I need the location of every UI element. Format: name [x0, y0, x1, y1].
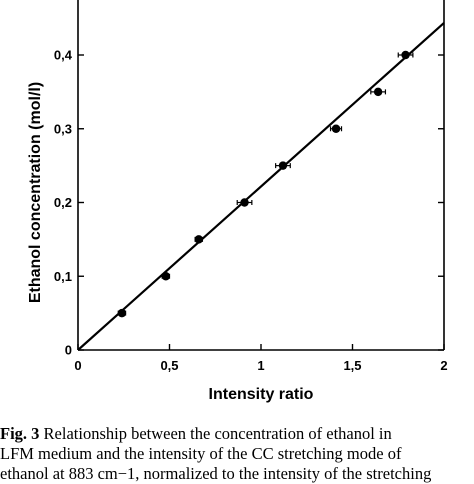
data-point [373, 87, 383, 97]
caption-line-1: Fig. 3 Relationship between the concentr… [0, 424, 474, 444]
x-tick-label: 2 [440, 358, 447, 373]
data-point [161, 272, 171, 281]
y-tick-label: 0,1 [54, 269, 72, 284]
caption-line-2: LFM medium and the intensity of the CC s… [0, 444, 402, 463]
ticks: 0 0,5 1 1,5 2 0 0,1 0,2 0,3 0,4 [54, 48, 448, 374]
chart: 0 0,5 1 1,5 2 0 0,1 0,2 0,3 0,4 Intensity ratio E… [27, 0, 448, 403]
x-tick-label: 0,5 [160, 358, 178, 373]
y-axis-title: Ethanol concentration (mol/l) [27, 82, 44, 303]
y-tick-label: 0,3 [54, 121, 72, 136]
y-tick-label: 0,4 [54, 48, 73, 63]
axes [77, 0, 445, 351]
x-tick-label: 1 [257, 358, 264, 373]
caption-text-1: Relationship between the concentration o… [39, 424, 392, 443]
caption-label: Fig. 3 [0, 424, 40, 443]
data-point [240, 198, 249, 207]
y-tick-label: 0 [65, 343, 72, 358]
fit-line-group [77, 22, 445, 351]
y-tick-label: 0,2 [54, 195, 72, 210]
data-points [117, 50, 414, 318]
x-tick-label: 1,5 [343, 358, 361, 373]
data-point [401, 50, 410, 60]
data-point [331, 124, 341, 133]
data-point [117, 308, 127, 318]
figure-caption: Fig. 3 Relationship between the concentr… [0, 424, 474, 484]
fit-line [77, 22, 445, 351]
x-tick-label: 0 [74, 358, 81, 373]
data-point [194, 235, 203, 244]
x-axis-title: Intensity ratio [209, 386, 314, 403]
data-point [278, 161, 288, 170]
caption-line-3: ethanol at 883 cm−1, normalized to the i… [0, 464, 432, 483]
